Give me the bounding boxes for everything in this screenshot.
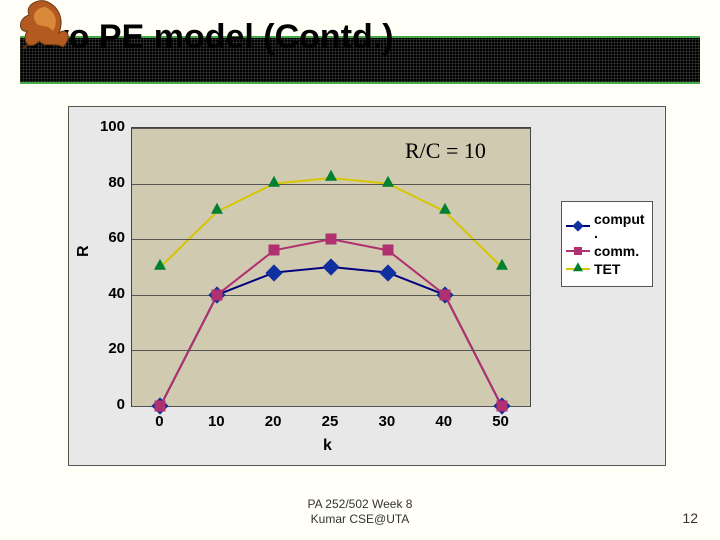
- data-marker: [269, 245, 280, 256]
- y-axis-label: R: [75, 245, 93, 257]
- data-marker: [266, 264, 283, 281]
- xtick-label: 40: [424, 413, 464, 430]
- data-marker: [326, 234, 337, 245]
- data-marker: [325, 170, 337, 181]
- footer-line1: PA 252/502 Week 8: [308, 497, 413, 511]
- xtick-label: 25: [310, 413, 350, 430]
- data-marker: [155, 401, 166, 412]
- page-number: 12: [682, 510, 698, 526]
- data-marker: [154, 259, 166, 270]
- data-marker: [382, 175, 394, 186]
- data-marker: [496, 259, 508, 270]
- data-marker: [323, 259, 340, 276]
- data-marker: [439, 203, 451, 214]
- xtick-label: 30: [367, 413, 407, 430]
- legend-item: comput .: [566, 212, 648, 240]
- leaf-icon: [10, 0, 80, 62]
- legend-item: comm.: [566, 244, 648, 258]
- ytick-label: 0: [91, 396, 125, 413]
- xtick-label: 20: [253, 413, 293, 430]
- data-marker: [382, 245, 393, 256]
- legend-item: TET: [566, 262, 648, 276]
- ratio-label: R/C = 10: [405, 138, 486, 164]
- legend: comput . comm. TET: [561, 201, 653, 287]
- x-axis-label: k: [323, 437, 332, 455]
- data-marker: [439, 289, 450, 300]
- ytick-label: 100: [91, 118, 125, 135]
- plot-area: [131, 127, 531, 407]
- data-marker: [212, 289, 223, 300]
- data-marker: [268, 175, 280, 186]
- ytick-label: 60: [91, 229, 125, 246]
- slide: Two PE model (Contd.) R 020406080100 010…: [0, 0, 720, 540]
- footer-line2: Kumar CSE@UTA: [311, 512, 410, 526]
- legend-label: TET: [594, 262, 620, 276]
- xtick-label: 50: [481, 413, 521, 430]
- chart-frame: R 020406080100 0102025304050 k comput .c…: [68, 106, 666, 466]
- legend-label: comput .: [594, 212, 645, 240]
- xtick-label: 10: [196, 413, 236, 430]
- xtick-label: 0: [139, 413, 179, 430]
- ytick-label: 20: [91, 340, 125, 357]
- legend-label: comm.: [594, 244, 639, 258]
- ytick-label: 80: [91, 174, 125, 191]
- data-marker: [211, 203, 223, 214]
- ytick-label: 40: [91, 285, 125, 302]
- footer: PA 252/502 Week 8 Kumar CSE@UTA: [0, 497, 720, 526]
- data-marker: [496, 401, 507, 412]
- data-marker: [379, 264, 396, 281]
